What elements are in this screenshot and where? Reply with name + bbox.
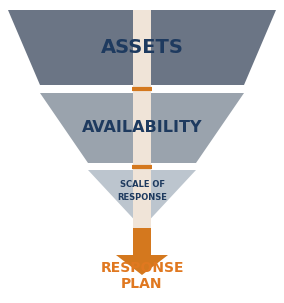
Text: SCALE OF
RESPONSE: SCALE OF RESPONSE — [117, 180, 167, 202]
Text: RESPONSE
PLAN: RESPONSE PLAN — [100, 261, 184, 291]
Polygon shape — [116, 228, 168, 275]
Polygon shape — [88, 170, 196, 228]
Text: ASSETS: ASSETS — [101, 38, 183, 57]
Text: AVAILABILITY: AVAILABILITY — [82, 121, 202, 135]
Bar — [133, 10, 151, 228]
Polygon shape — [8, 10, 276, 85]
Polygon shape — [40, 93, 244, 163]
